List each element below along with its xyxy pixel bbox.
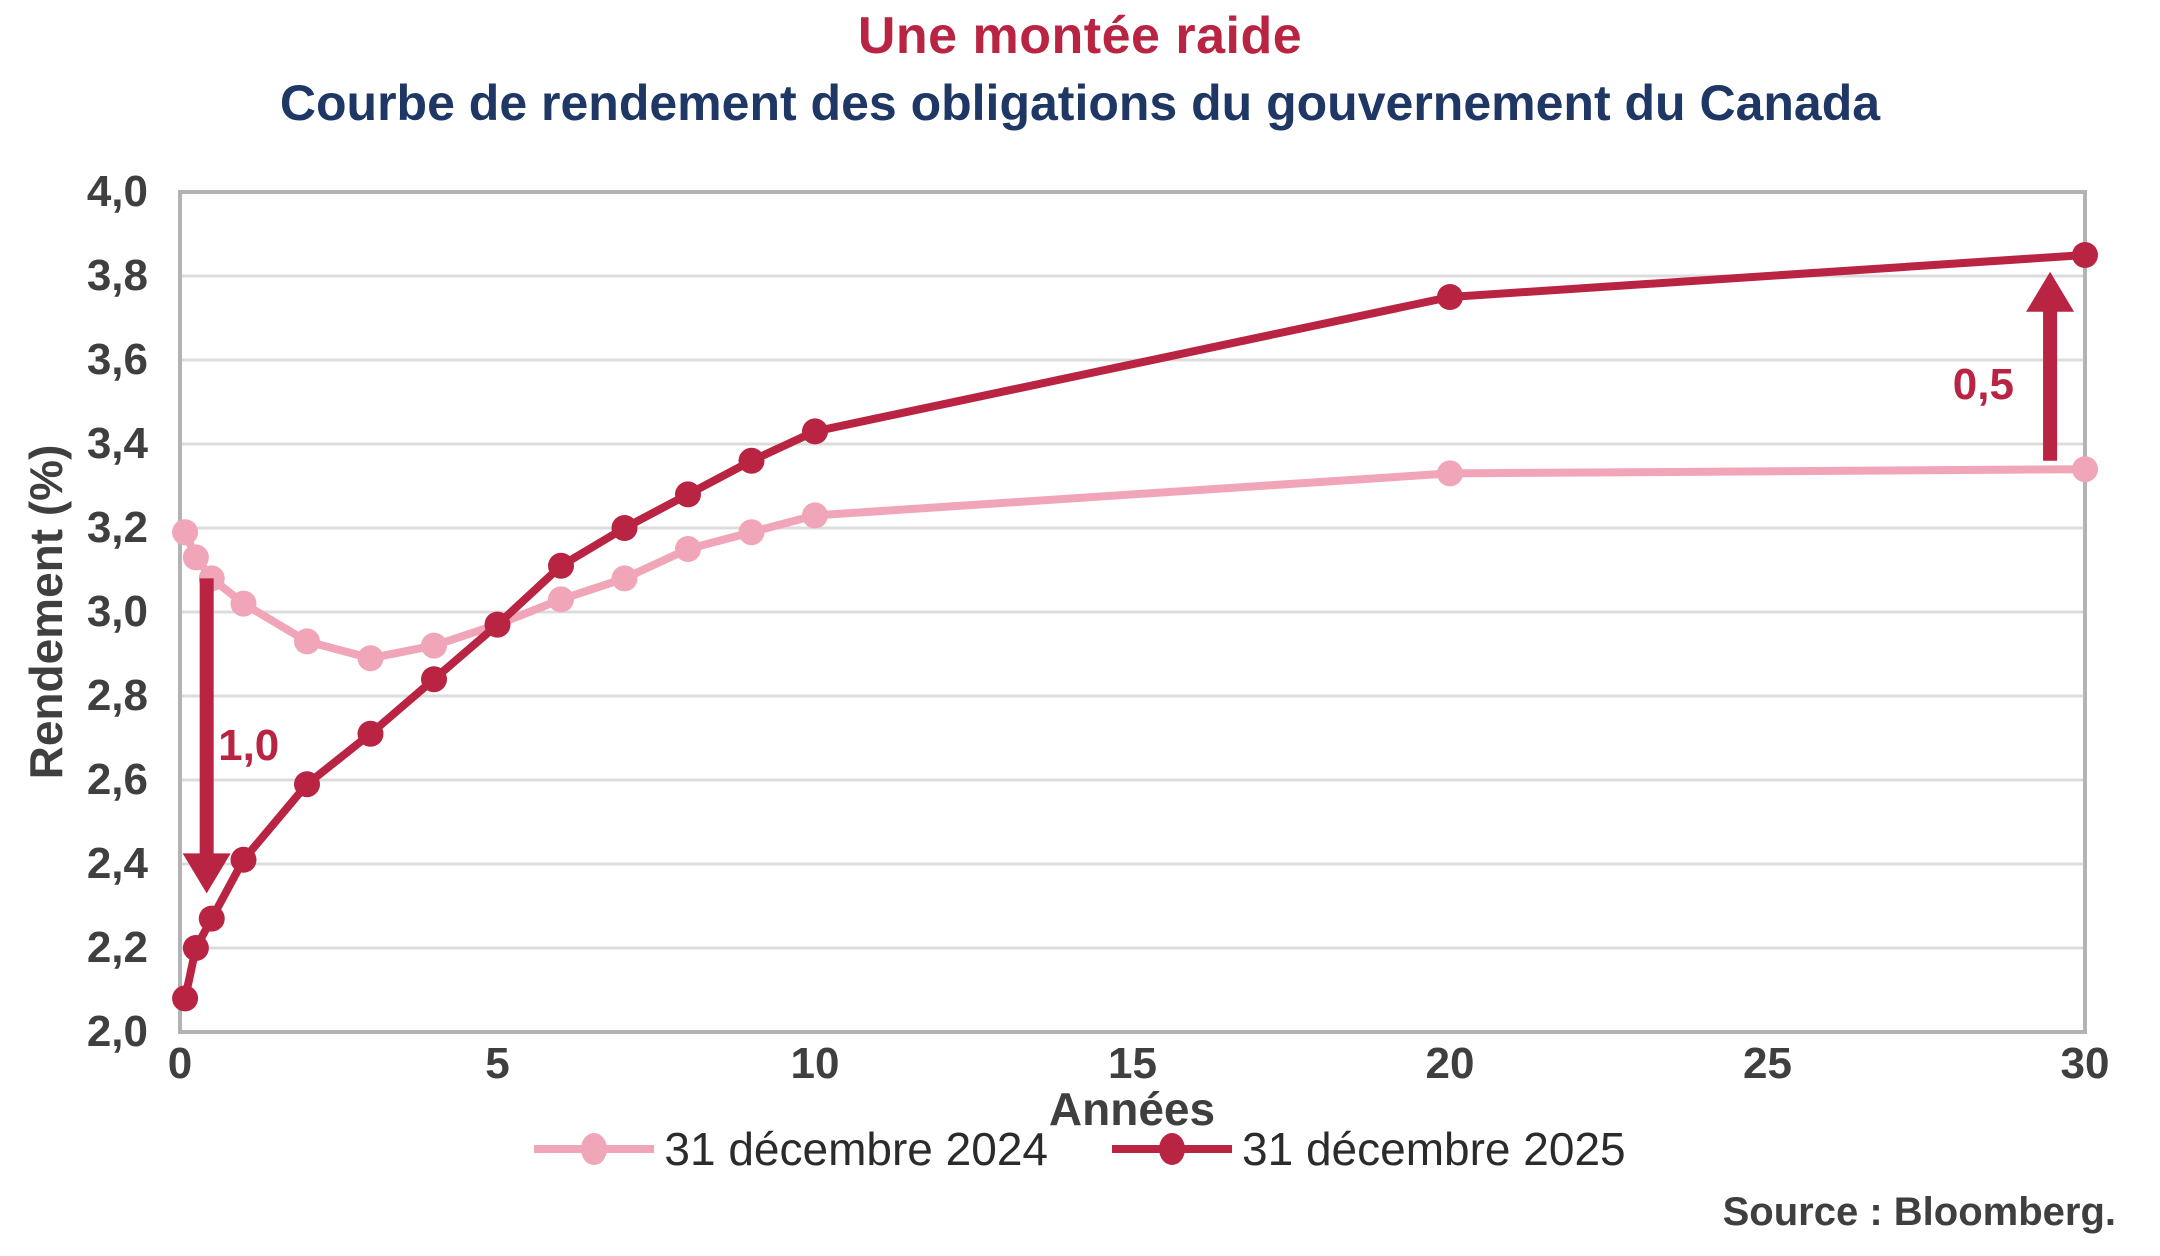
series-marker-0 <box>294 628 320 655</box>
legend-item-0: 31 décembre 2024 <box>534 1122 1048 1176</box>
series-line-1 <box>181 251 2089 1003</box>
series-marker-1 <box>230 846 257 873</box>
y-tick-label: 3,6 <box>86 335 148 384</box>
series-marker-1 <box>484 611 511 638</box>
series-marker-0 <box>357 645 384 672</box>
annotation-arrow-head-1 <box>2026 271 2075 312</box>
annotation-short-end-change: 1,0 <box>218 721 280 771</box>
x-tick-label: 15 <box>1108 1039 1157 1088</box>
annotation-long-end-change: 0,5 <box>1952 360 2014 410</box>
series-marker-1 <box>548 552 574 579</box>
chart-title: Une montée raide <box>857 7 1303 65</box>
y-tick-label: 3,2 <box>86 503 148 552</box>
plot-border <box>178 190 2087 1034</box>
series-marker-0 <box>611 565 638 592</box>
y-tick-label: 2,6 <box>86 755 148 804</box>
y-tick-label: 3,8 <box>86 251 148 300</box>
y-tick-label: 2,8 <box>86 671 148 720</box>
x-tick-label: 25 <box>1743 1039 1792 1088</box>
x-tick-label: 10 <box>790 1039 840 1088</box>
series-marker-1 <box>611 515 638 541</box>
x-tick-label: 20 <box>1425 1039 1475 1088</box>
legend-label: 31 décembre 2024 <box>664 1123 1048 1175</box>
series-marker-0 <box>675 536 701 562</box>
series-marker-0 <box>230 590 257 617</box>
series-marker-1 <box>357 720 384 747</box>
series-marker-1 <box>172 985 199 1012</box>
legend-marker-icon <box>1112 1133 1232 1165</box>
source-note: Source : Bloomberg. <box>1722 1190 2116 1234</box>
y-tick-label: 2,2 <box>86 923 148 972</box>
series-marker-0 <box>172 519 199 546</box>
x-tick-label: 30 <box>2060 1039 2110 1088</box>
series-marker-1 <box>182 935 209 961</box>
series-marker-1 <box>1437 284 1463 310</box>
annotation-arrow-head-0 <box>182 853 231 894</box>
legend-marker-icon <box>534 1133 655 1165</box>
y-tick-label: 3,0 <box>86 587 148 636</box>
x-tick-label: 0 <box>167 1039 193 1088</box>
series-marker-1 <box>802 418 828 445</box>
legend-label: 31 décembre 2025 <box>1242 1123 1626 1175</box>
series-marker-0 <box>2072 456 2098 483</box>
series-marker-0 <box>421 632 447 659</box>
series-marker-0 <box>802 502 828 529</box>
series-marker-1 <box>198 905 225 932</box>
y-tick-label: 3,4 <box>86 419 148 468</box>
legend: 31 décembre 2024 31 décembre 2025 <box>0 1122 2160 1176</box>
series-marker-0 <box>548 586 574 613</box>
y-tick-label: 2,0 <box>86 1007 148 1056</box>
series-marker-1 <box>738 447 765 474</box>
series-marker-1 <box>294 771 320 798</box>
series-marker-1 <box>675 481 701 508</box>
series-marker-1 <box>2072 242 2098 268</box>
y-tick-label: 2,4 <box>86 839 148 888</box>
series-marker-0 <box>738 519 765 546</box>
series-marker-0 <box>1437 460 1463 487</box>
y-tick-label: 4,0 <box>86 167 148 216</box>
series-marker-0 <box>182 544 209 571</box>
series-marker-1 <box>421 666 447 693</box>
series-line-0 <box>181 465 2089 663</box>
x-axis-title: Années <box>1048 1083 1216 1135</box>
chart-subtitle: Courbe de rendement des obligations du g… <box>279 75 1881 131</box>
x-tick-label: 5 <box>485 1039 510 1088</box>
legend-item-1: 31 décembre 2025 <box>1112 1122 1626 1176</box>
